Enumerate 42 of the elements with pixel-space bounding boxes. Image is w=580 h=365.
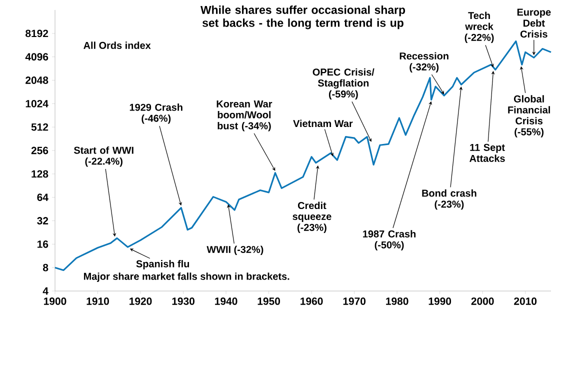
annotation: Global Financial Crisis (-55%) [508, 95, 550, 138]
y-tick-label: 4096 [25, 53, 48, 61]
annotation: Tech wreck (-22%) [464, 12, 494, 43]
x-tick-label: 1970 [343, 298, 366, 305]
x-tick-label: 1930 [172, 298, 194, 305]
x-tick-label: 2000 [471, 298, 494, 305]
x-tick-label: 1950 [258, 298, 280, 305]
y-tick-label: 2048 [26, 76, 48, 84]
annotation: Bond crash (-23%) [422, 189, 476, 210]
y-tick-label: 64 [37, 194, 48, 202]
x-tick-label: 1980 [386, 298, 408, 305]
y-tick-label: 1024 [26, 100, 48, 108]
annotation: Europe Debt Crisis [517, 8, 551, 38]
y-tick-label: 128 [32, 170, 48, 178]
annotation: 1987 Crash (-50%) [363, 230, 416, 250]
y-tick-label: 32 [37, 217, 48, 224]
annotation: WWII (-32%) [206, 246, 264, 255]
y-tick-label: 4 [42, 287, 48, 295]
annotation: Recession (-32%) [400, 52, 448, 72]
x-tick-label: 1990 [428, 298, 452, 305]
y-tick-label: 8192 [26, 30, 48, 38]
chart-title: While shares suffer occasional sharp set backs - the long term trend is up [200, 6, 406, 30]
y-tick-label: 8 [42, 264, 48, 272]
x-tick-label: 1920 [130, 298, 152, 305]
x-tick-label: 1960 [300, 298, 323, 305]
annotation: All Ords index [84, 42, 151, 49]
annotation: 1929 Crash (-46%) [130, 104, 182, 124]
x-tick-label: 2010 [514, 298, 537, 305]
annotation: Start of WWI (-22.4%) [74, 146, 134, 167]
annotation: Korean War boom/Wool bust (-34%) [216, 100, 272, 132]
x-tick-label: 1910 [86, 298, 109, 305]
annotation: 11 Sept Attacks [470, 144, 505, 162]
annotation: Vietnam War [293, 120, 353, 128]
y-tick-label: 512 [31, 123, 48, 131]
x-tick-label: 1940 [215, 298, 238, 305]
y-tick-label: 256 [31, 146, 48, 154]
annotation: Major share market falls shown in brackets. [84, 272, 290, 282]
x-tick-label: 1900 [44, 298, 66, 305]
annotation: OPEC Crisis/ Stagflation (-59%) [312, 68, 374, 100]
annotation: Spanish flu [136, 260, 190, 270]
annotation: Credit squeeze (-23%) [292, 202, 332, 233]
y-tick-label: 16 [38, 240, 48, 248]
